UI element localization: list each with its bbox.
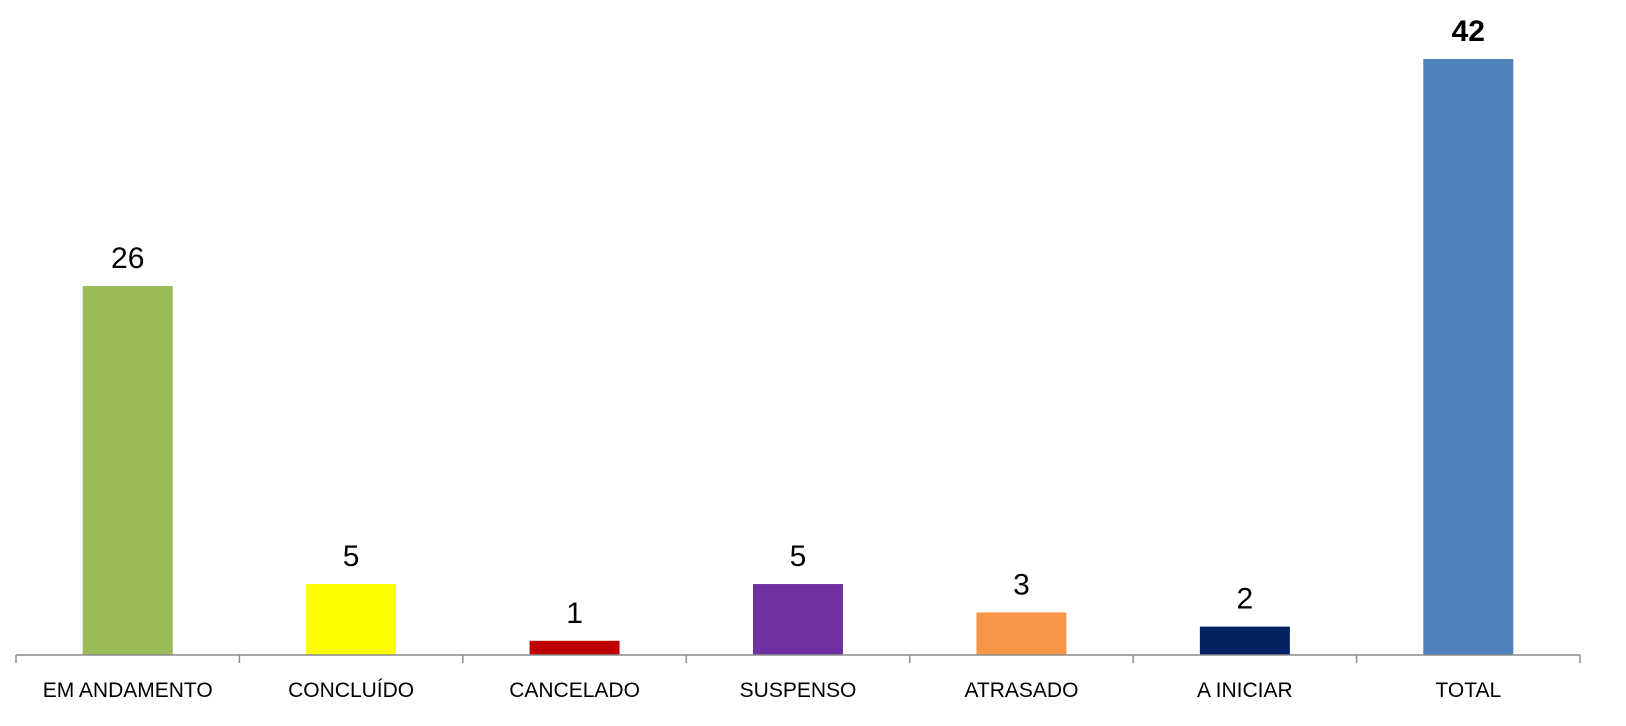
- bar-atrasado: [976, 612, 1067, 655]
- bar-a-iniciar: [1199, 626, 1290, 655]
- data-label-em-andamento: 26: [111, 242, 144, 275]
- x-tick-label-atrasado: ATRASADO: [964, 679, 1078, 702]
- data-label-cancelado: 1: [566, 597, 583, 630]
- value-labels-layer: 26 5 1 5 3 2 42: [111, 15, 1485, 630]
- bar-cancelado: [529, 640, 620, 655]
- data-label-concluido: 5: [343, 540, 360, 573]
- x-tick-label-cancelado: CANCELADO: [509, 679, 640, 702]
- bar-concluido: [306, 584, 397, 655]
- bar-em-andamento: [82, 286, 173, 655]
- bar-total: [1423, 59, 1514, 655]
- x-tick-label-a-iniciar: A INICIAR: [1197, 679, 1293, 702]
- data-label-a-iniciar: 2: [1237, 583, 1254, 616]
- data-label-atrasado: 3: [1013, 568, 1030, 601]
- x-tick-label-suspenso: SUSPENSO: [740, 679, 857, 702]
- x-tick-label-concluido: CONCLUÍDO: [288, 679, 414, 702]
- data-label-suspenso: 5: [790, 540, 807, 573]
- x-tick-label-em-andamento: EM ANDAMENTO: [43, 679, 213, 702]
- x-axis-tick-labels: EM ANDAMENTO CONCLUÍDO CANCELADO SUSPENSO AT…: [43, 679, 1501, 702]
- data-label-total: 42: [1452, 15, 1485, 48]
- bars-layer: [82, 59, 1514, 655]
- x-axis-ticks: [15, 655, 1581, 663]
- x-tick-label-total: TOTAL: [1435, 679, 1501, 702]
- bar-suspenso: [753, 584, 843, 655]
